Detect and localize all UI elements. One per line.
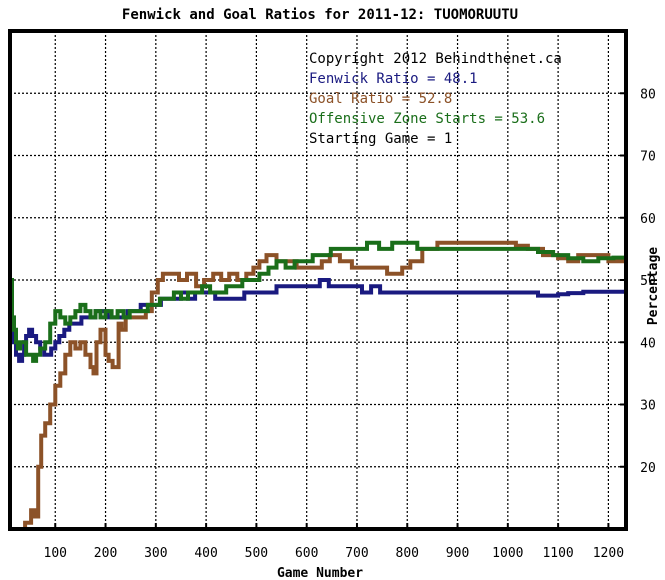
series-line-goal-ratio	[23, 240, 626, 529]
x-tick-label: 700	[345, 546, 368, 561]
legend-entry: Fenwick Ratio = 48.1	[309, 71, 478, 87]
y-tick-label: 70	[640, 150, 656, 165]
y-tick-label: 80	[640, 87, 656, 102]
x-tick-label: 100	[44, 546, 67, 561]
x-tick-label: 400	[194, 546, 217, 561]
chart-title: Fenwick and Goal Ratios for 2011-12: TUO…	[122, 7, 518, 23]
y-tick-label: 30	[640, 399, 656, 414]
x-tick-label: 800	[396, 546, 419, 561]
y-tick-label: 20	[640, 461, 656, 476]
legend-entry: Copyright 2012 Behindthenet.ca	[309, 51, 562, 67]
series-line-offensive-zone-starts	[10, 240, 626, 363]
x-tick-label: 500	[245, 546, 268, 561]
series-layer	[10, 240, 626, 529]
y-axis-ticks: 20 30 40 50 60 70 80	[620, 87, 656, 476]
x-tick-label: 200	[94, 546, 117, 561]
y-tick-label: 60	[640, 212, 656, 227]
y-tick-label: 40	[640, 336, 656, 351]
legend-entry: Goal Ratio = 52.8	[309, 91, 452, 107]
series-line-fenwick-ratio	[10, 278, 626, 363]
y-axis-label: Percentage	[646, 247, 661, 325]
x-tick-label: 600	[295, 546, 318, 561]
x-tick-label: 1200	[593, 546, 624, 561]
x-tick-label: 1000	[492, 546, 523, 561]
x-axis-ticks: 100 200 300 400 500 600 700 800 900 1000 1100 1200	[44, 523, 624, 561]
legend: Copyright 2012 Behindthenet.ca Fenwick Ra…	[309, 51, 562, 147]
x-tick-label: 1100	[542, 546, 573, 561]
legend-entry: Starting Game = 1	[309, 131, 452, 147]
x-axis-label: Game Number	[277, 566, 363, 580]
x-tick-label: 900	[446, 546, 469, 561]
x-tick-label: 300	[144, 546, 167, 561]
y-tick-label: 50	[640, 274, 656, 289]
legend-entry: Offensive Zone Starts = 53.6	[309, 111, 545, 127]
